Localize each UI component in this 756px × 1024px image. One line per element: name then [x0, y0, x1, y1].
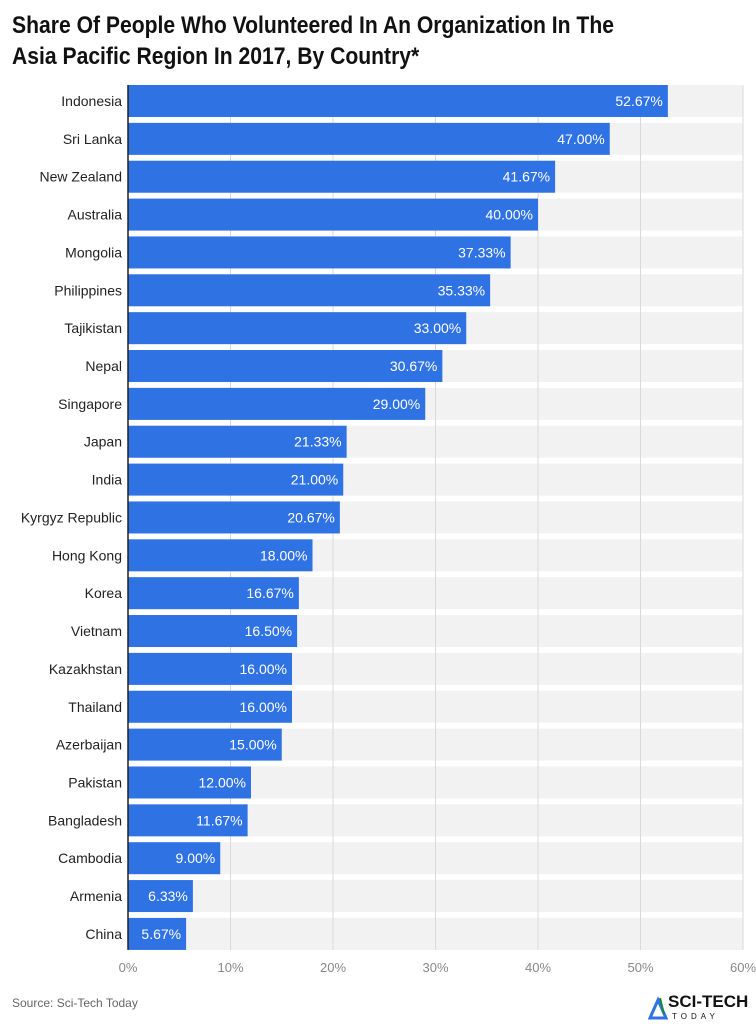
- bar-indonesia: [128, 85, 668, 117]
- bar-thailand: [128, 690, 292, 723]
- category-label: Japan: [84, 434, 122, 450]
- category-label: Armenia: [70, 888, 122, 904]
- data-label: 20.67%: [287, 509, 334, 525]
- bar-tajikistan: [128, 312, 467, 345]
- category-label: Cambodia: [58, 850, 122, 866]
- data-label: 41.67%: [503, 169, 550, 185]
- bar-australia: [128, 198, 538, 231]
- bar-new-zealand: [128, 160, 556, 193]
- category-label: New Zealand: [40, 169, 123, 185]
- category-label: Pakistan: [68, 774, 122, 790]
- data-label: 47.00%: [557, 131, 604, 147]
- x-tick-label: 60%: [730, 960, 756, 975]
- category-label: Hong Kong: [52, 547, 122, 563]
- bar-bangladesh: [128, 804, 248, 837]
- chart-title: Share Of People Who Volunteered In An Or…: [12, 10, 747, 72]
- x-tick-label: 50%: [627, 960, 653, 975]
- data-label: 16.50%: [245, 623, 292, 639]
- data-label: 33.00%: [414, 320, 461, 336]
- data-label: 16.00%: [240, 661, 287, 677]
- data-label: 35.33%: [438, 282, 485, 298]
- bar-india: [128, 463, 344, 496]
- category-label: Korea: [85, 585, 123, 601]
- category-label: Azerbaijan: [56, 737, 122, 753]
- category-label: Tajikistan: [64, 320, 122, 336]
- category-label: India: [92, 472, 123, 488]
- data-label: 16.00%: [240, 699, 287, 715]
- bar-china: [128, 917, 187, 950]
- data-label: 11.67%: [196, 812, 242, 828]
- bar-mongolia: [128, 236, 511, 269]
- category-label: China: [85, 926, 122, 942]
- x-tick-label: 40%: [525, 960, 551, 975]
- data-label: 16.67%: [246, 585, 293, 601]
- bar-hong-kong: [128, 539, 313, 572]
- category-label: Philippines: [54, 282, 122, 298]
- bar-pakistan: [128, 766, 251, 799]
- bar-sri-lanka: [128, 122, 610, 155]
- data-label: 9.00%: [176, 850, 216, 866]
- category-label: Kyrgyz Republic: [21, 509, 122, 525]
- bar-singapore: [128, 387, 426, 420]
- bar-kazakhstan: [128, 652, 292, 685]
- chart-title-line: Share Of People Who Volunteered In An Or…: [12, 12, 614, 39]
- data-label: 18.00%: [260, 547, 307, 563]
- data-label: 21.33%: [294, 434, 341, 450]
- x-tick-label: 20%: [320, 960, 346, 975]
- data-label: 52.67%: [615, 93, 662, 109]
- data-label: 29.00%: [373, 396, 420, 412]
- bar-kyrgyz-republic: [128, 501, 340, 534]
- category-label: Sri Lanka: [63, 131, 122, 147]
- data-label: 37.33%: [458, 244, 505, 260]
- sci-tech-logo: SCI-TECH TODAY: [648, 992, 748, 1022]
- bar-armenia: [128, 880, 193, 913]
- category-label: Vietnam: [71, 623, 122, 639]
- bar-japan: [128, 425, 347, 458]
- category-label: Indonesia: [61, 93, 122, 109]
- category-label: Kazakhstan: [49, 661, 122, 677]
- data-label: 5.67%: [141, 926, 181, 942]
- bar-vietnam: [128, 615, 298, 648]
- data-label: 40.00%: [486, 207, 533, 223]
- category-label: Nepal: [85, 358, 122, 374]
- category-label: Bangladesh: [48, 812, 122, 828]
- data-label: 21.00%: [291, 472, 338, 488]
- bar-cambodia: [128, 842, 221, 875]
- bar-nepal: [128, 350, 443, 383]
- logo-mark-icon: [648, 996, 668, 1020]
- data-label: 30.67%: [390, 358, 437, 374]
- category-label: Mongolia: [65, 244, 122, 260]
- data-label: 15.00%: [229, 737, 276, 753]
- bar-azerbaijan: [128, 728, 282, 761]
- chart-title-line: Asia Pacific Region In 2017, By Country*: [12, 43, 420, 70]
- data-label: 6.33%: [148, 888, 188, 904]
- bar-korea: [128, 577, 299, 610]
- category-label: Singapore: [58, 396, 122, 412]
- bar-philippines: [128, 274, 491, 307]
- bar-chart: 0% 10% 20% 30% 40% 50% 60% Indonesia 52.67% Sri L…: [21, 85, 756, 975]
- category-label: Thailand: [68, 699, 122, 715]
- data-label: 12.00%: [199, 774, 246, 790]
- x-tick-label: 10%: [217, 960, 243, 975]
- source-text: Source: Sci-Tech Today: [12, 996, 138, 1010]
- x-tick-label: 0%: [119, 960, 138, 975]
- x-tick-label: 30%: [422, 960, 448, 975]
- category-label: Australia: [68, 207, 123, 223]
